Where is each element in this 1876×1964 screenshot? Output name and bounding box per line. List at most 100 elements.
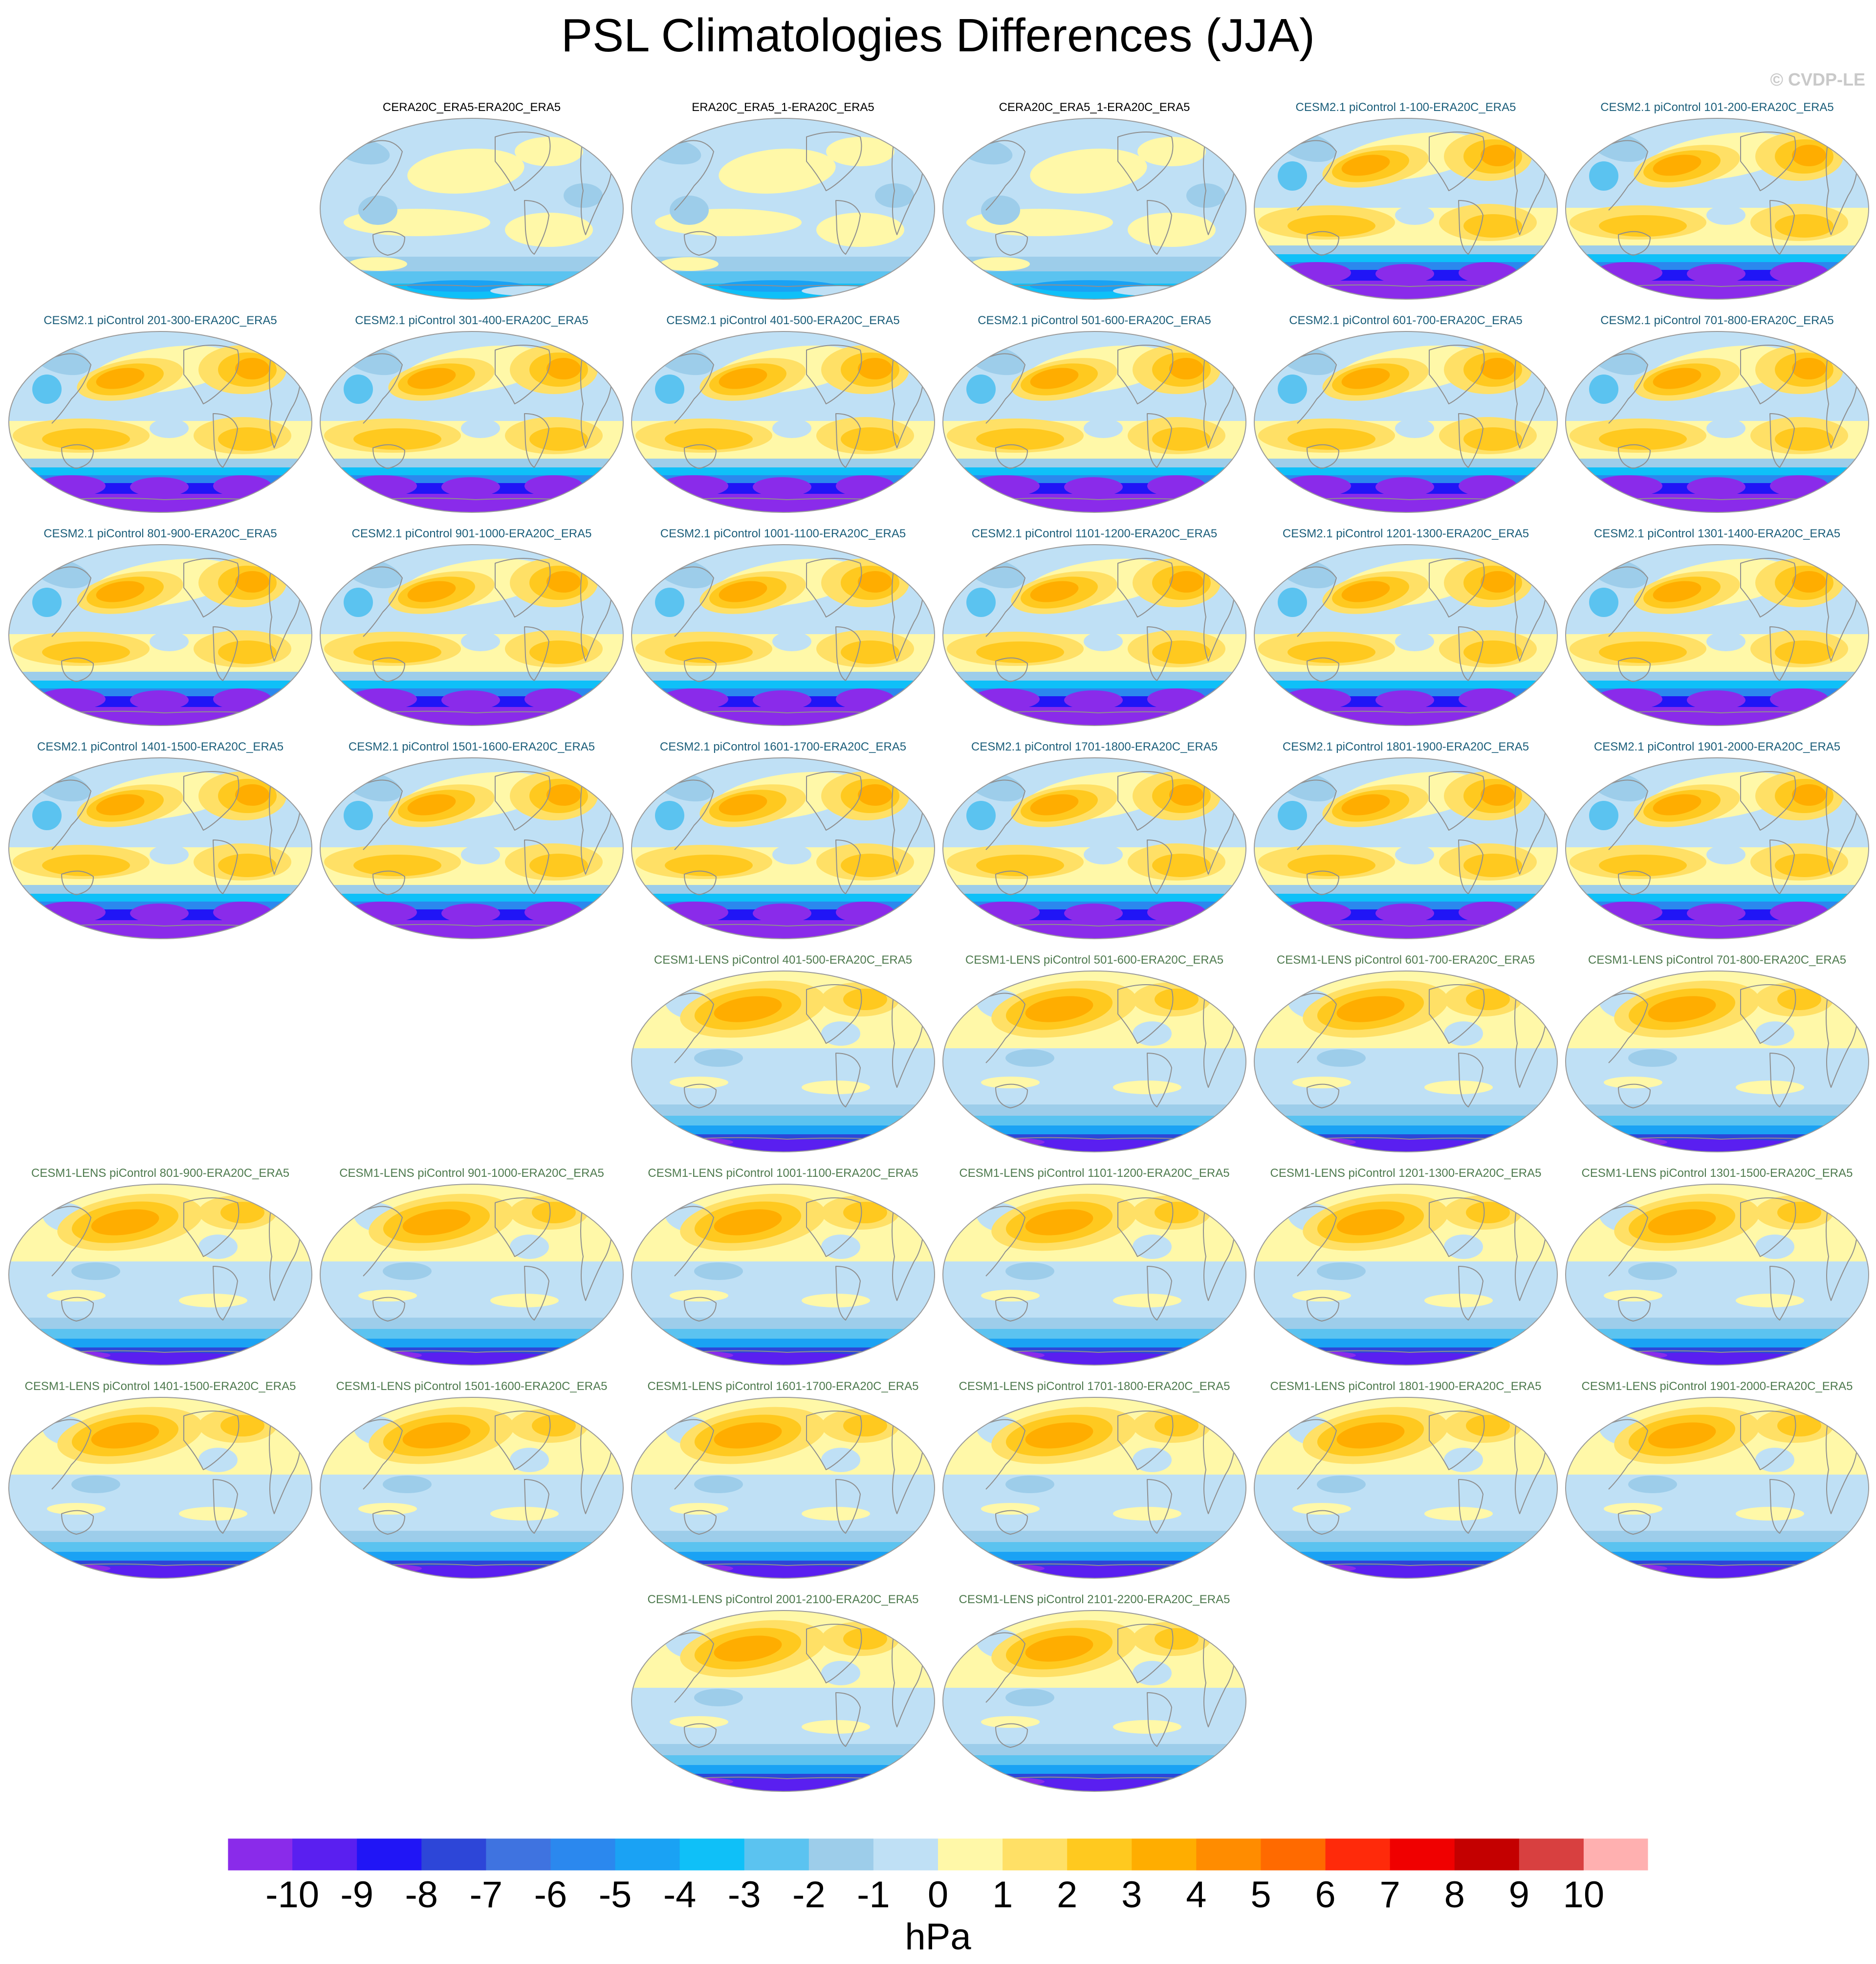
colorbar-tick-label: -6 (534, 1874, 567, 1916)
map-panel: CESM2.1 piControl 401-500-ERA20C_ERA5 (631, 314, 936, 516)
colorbar-box (1519, 1838, 1584, 1871)
map-panel: CESM2.1 piControl 1-100-ERA20C_ERA5 (1253, 101, 1558, 303)
colorbar-tick-label: 3 (1121, 1874, 1142, 1916)
map-panel: CESM2.1 piControl 901-1000-ERA20C_ERA5 (319, 527, 624, 729)
map-panel: CESM2.1 piControl 701-800-ERA20C_ERA5 (1565, 314, 1870, 516)
map-panel: CERA20C_ERA5_1-ERA20C_ERA5 (942, 101, 1247, 303)
map-panel-title: CESM2.1 piControl 1601-1700-ERA20C_ERA5 (659, 740, 907, 753)
map-panel: CESM2.1 piControl 601-700-ERA20C_ERA5 (1253, 314, 1558, 516)
map-panel-title: CESM1-LENS piControl 1701-1800-ERA20C_ER… (959, 1380, 1230, 1393)
psl-difference-field (1566, 331, 1869, 512)
colorbar-tick-label: 10 (1563, 1874, 1605, 1916)
map-ellipse (631, 1184, 935, 1366)
colorbar-box (938, 1838, 1003, 1871)
psl-difference-field (943, 545, 1246, 726)
map-panel-title: CESM2.1 piControl 1001-1100-ERA20C_ERA5 (660, 527, 906, 540)
map-ellipse (1565, 118, 1869, 300)
map-panel-title: CESM1-LENS piControl 1401-1500-ERA20C_ER… (24, 1380, 296, 1393)
colorbar-box (1261, 1838, 1326, 1871)
map-panel: CESM1-LENS piControl 401-500-ERA20C_ERA5 (631, 953, 936, 1156)
map-ellipse (1254, 1184, 1558, 1366)
map-ellipse (320, 757, 624, 939)
map-panel: CESM2.1 piControl 1001-1100-ERA20C_ERA5 (631, 527, 936, 729)
psl-difference-field (1254, 545, 1557, 726)
map-ellipse (1254, 757, 1558, 939)
map-panel-title: CESM2.1 piControl 701-800-ERA20C_ERA5 (1600, 314, 1834, 327)
map-panel: CESM2.1 piControl 1101-1200-ERA20C_ERA5 (942, 527, 1247, 729)
colorbar-box (1583, 1838, 1648, 1871)
colorbar-tick-label: -9 (340, 1874, 373, 1916)
map-ellipse (320, 1397, 624, 1579)
map-panel-title: CESM1-LENS piControl 1801-1900-ERA20C_ER… (1270, 1380, 1542, 1393)
map-panel: CESM1-LENS piControl 1901-2000-ERA20C_ER… (1565, 1380, 1870, 1582)
map-panel-title: CESM1-LENS piControl 1901-2000-ERA20C_ER… (1581, 1380, 1853, 1393)
map-panel: CESM2.1 piControl 1501-1600-ERA20C_ERA5 (319, 740, 624, 943)
map-ellipse (320, 1184, 624, 1366)
map-panel-title: CESM2.1 piControl 201-300-ERA20C_ERA5 (44, 314, 277, 327)
map-panel-title: CERA20C_ERA5-ERA20C_ERA5 (382, 101, 561, 114)
colorbar-tick-label: -5 (598, 1874, 632, 1916)
psl-difference-field (1254, 331, 1557, 512)
colorbar-box (808, 1838, 874, 1871)
psl-difference-field (1566, 118, 1869, 299)
colorbar-tick-label: -1 (857, 1874, 890, 1916)
colorbar-tick-label: 9 (1508, 1874, 1529, 1916)
map-panel: CESM1-LENS piControl 1601-1700-ERA20C_ER… (631, 1380, 936, 1582)
map-panel: CESM2.1 piControl 1301-1400-ERA20C_ERA5 (1565, 527, 1870, 729)
map-ellipse (942, 1610, 1246, 1792)
map-panel: CESM1-LENS piControl 1101-1200-ERA20C_ER… (942, 1167, 1247, 1369)
map-ellipse (320, 331, 624, 513)
psl-difference-field (943, 758, 1246, 939)
map-panel-title: CESM2.1 piControl 1-100-ERA20C_ERA5 (1295, 101, 1516, 114)
colorbar-box (1003, 1838, 1068, 1871)
colorbar-tick-label: 8 (1444, 1874, 1465, 1916)
map-panel-title: CESM2.1 piControl 501-600-ERA20C_ERA5 (978, 314, 1211, 327)
map-ellipse (631, 971, 935, 1152)
map-panel-title: CESM1-LENS piControl 701-800-ERA20C_ERA5 (1588, 953, 1847, 967)
map-ellipse (1254, 544, 1558, 726)
map-ellipse (631, 1397, 935, 1579)
map-ellipse (1565, 544, 1869, 726)
map-ellipse (631, 118, 935, 300)
map-panel: CESM2.1 piControl 1801-1900-ERA20C_ERA5 (1253, 740, 1558, 943)
map-panel-title: CERA20C_ERA5_1-ERA20C_ERA5 (999, 101, 1190, 114)
colorbar-units-label: hPa (905, 1916, 971, 1958)
map-ellipse (631, 1610, 935, 1792)
map-panel: CESM1-LENS piControl 1401-1500-ERA20C_ER… (8, 1380, 313, 1582)
map-panel: CESM2.1 piControl 1201-1300-ERA20C_ERA5 (1253, 527, 1558, 729)
psl-difference-field (632, 331, 935, 512)
map-panel: CESM2.1 piControl 301-400-ERA20C_ERA5 (319, 314, 624, 516)
map-panel: CESM2.1 piControl 1601-1700-ERA20C_ERA5 (631, 740, 936, 943)
map-ellipse (8, 544, 312, 726)
map-panel-title: CESM1-LENS piControl 801-900-ERA20C_ERA5 (31, 1167, 290, 1180)
psl-difference-field (943, 118, 1246, 299)
map-panel: CERA20C_ERA5-ERA20C_ERA5 (319, 101, 624, 303)
map-ellipse (320, 118, 624, 300)
psl-difference-field (632, 758, 935, 939)
colorbar (228, 1838, 1648, 1871)
psl-difference-field (9, 545, 312, 726)
colorbar-tick-label: -4 (663, 1874, 697, 1916)
map-panel: CESM2.1 piControl 1701-1800-ERA20C_ERA5 (942, 740, 1247, 943)
colorbar-box (292, 1838, 357, 1871)
map-ellipse (8, 1397, 312, 1579)
psl-difference-field (320, 1397, 623, 1578)
psl-difference-field (320, 758, 623, 939)
map-panel: CESM1-LENS piControl 1201-1300-ERA20C_ER… (1253, 1167, 1558, 1369)
map-ellipse (8, 757, 312, 939)
map-ellipse (942, 1184, 1246, 1366)
map-ellipse (631, 331, 935, 513)
map-panel-title: CESM2.1 piControl 401-500-ERA20C_ERA5 (666, 314, 900, 327)
map-ellipse (8, 1184, 312, 1366)
map-panel-title: CESM2.1 piControl 901-1000-ERA20C_ERA5 (351, 527, 592, 540)
map-ellipse (1254, 971, 1558, 1152)
map-panel: CESM1-LENS piControl 901-1000-ERA20C_ERA… (319, 1167, 624, 1369)
map-ellipse (942, 331, 1246, 513)
map-panel-title: CESM1-LENS piControl 1301-1500-ERA20C_ER… (1581, 1167, 1853, 1180)
psl-difference-field (1566, 758, 1869, 939)
map-panel-title: ERA20C_ERA5_1-ERA20C_ERA5 (692, 101, 874, 114)
map-panel-title: CESM1-LENS piControl 1501-1600-ERA20C_ER… (336, 1380, 608, 1393)
map-panel-title: CESM1-LENS piControl 901-1000-ERA20C_ERA… (339, 1167, 604, 1180)
map-ellipse (1565, 1397, 1869, 1579)
colorbar-tick-label: 1 (992, 1874, 1013, 1916)
